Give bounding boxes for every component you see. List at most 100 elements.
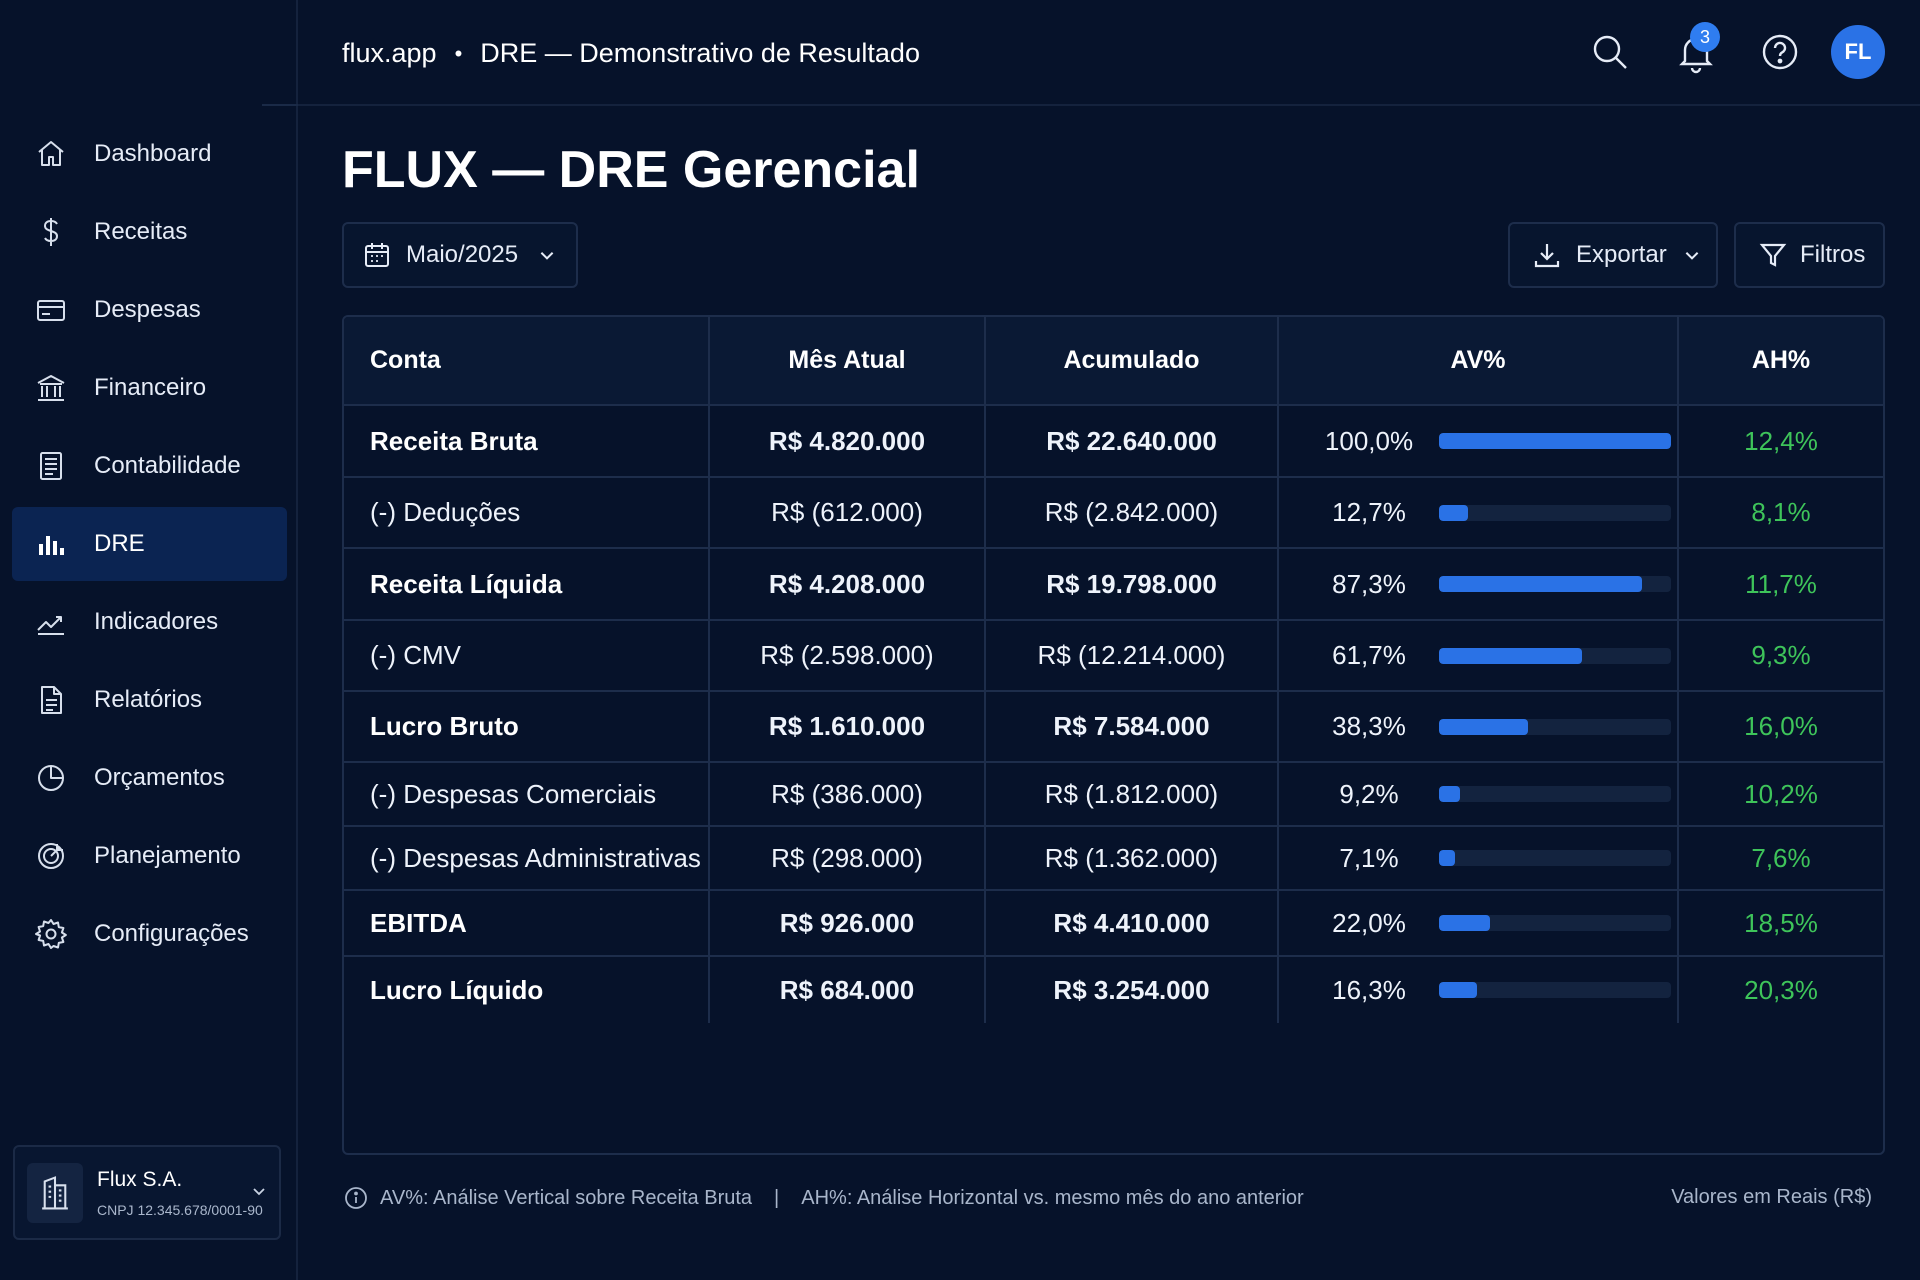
search-icon[interactable] <box>1588 30 1632 74</box>
cell-av: 38,3% <box>1279 692 1679 761</box>
topbar: flux.app • DRE — Demonstrativo de Result… <box>298 0 1920 106</box>
help-icon[interactable] <box>1758 30 1802 74</box>
ah-note: AH%: Análise Horizontal vs. mesmo mês do… <box>801 1186 1304 1209</box>
building-icon <box>27 1162 83 1223</box>
cell-mes-atual: R$ (386.000) <box>710 763 986 825</box>
cell-ah: 9,3% <box>1751 640 1811 670</box>
sidebar-item-label: Relatórios <box>94 686 203 713</box>
table-body: Receita Bruta R$ 4.820.000 R$ 22.640.000 10… <box>344 406 1883 1023</box>
cell-av: 61,7% <box>1279 621 1679 690</box>
document-icon <box>34 683 68 717</box>
download-icon <box>1532 240 1562 270</box>
cell-acumulado: R$ (1.362.000) <box>986 827 1279 889</box>
sidebar-item-contabilidade[interactable]: Contabilidade <box>12 429 287 503</box>
filters-label: Filtros <box>1800 241 1866 268</box>
chevron-down-icon <box>1683 246 1701 264</box>
filter-icon <box>1758 240 1788 270</box>
sidebar-item-planejamento[interactable]: Planejamento <box>12 819 287 893</box>
cell-acumulado: R$ 3.254.000 <box>986 957 1279 1023</box>
table-row[interactable]: (-) CMV R$ (2.598.000) R$ (12.214.000) 61,7… <box>344 621 1883 692</box>
company-switcher[interactable]: Flux S.A. CNPJ 12.345.678/0001-90 <box>13 1145 281 1240</box>
gear-icon <box>34 917 68 951</box>
cell-ah: 11,7% <box>1745 568 1817 599</box>
company-name: Flux S.A. <box>97 1167 183 1191</box>
sidebar-item-label: Orçamentos <box>94 764 225 791</box>
av-bar-fill <box>1439 786 1461 802</box>
table-row[interactable]: EBITDA R$ 926.000 R$ 4.410.000 22,0% 18,5% <box>344 891 1883 957</box>
table-row[interactable]: (-) Despesas Comerciais R$ (386.000) R$ (1… <box>344 763 1883 827</box>
sidebar-item-despesas[interactable]: Despesas <box>12 273 287 347</box>
cell-mes-atual: R$ (2.598.000) <box>710 621 986 690</box>
cell-acumulado: R$ 22.640.000 <box>986 406 1279 476</box>
filters-button[interactable]: Filtros <box>1734 222 1885 288</box>
av-bar-track <box>1439 504 1671 521</box>
cell-acumulado: R$ 4.410.000 <box>986 891 1279 955</box>
sidebar-item-indicadores[interactable]: Indicadores <box>12 585 287 659</box>
av-bar-fill <box>1439 504 1469 521</box>
chevron-down-icon <box>538 246 556 264</box>
table-row[interactable]: Receita Líquida R$ 4.208.000 R$ 19.798.000… <box>344 549 1883 621</box>
table-row[interactable]: Lucro Bruto R$ 1.610.000 R$ 7.584.000 38,3%… <box>344 692 1883 763</box>
cell-mes-atual: R$ 4.820.000 <box>710 406 986 476</box>
export-button[interactable]: Exportar <box>1508 222 1718 288</box>
av-bar-fill <box>1439 647 1583 664</box>
cell-conta: Lucro Bruto <box>344 692 710 761</box>
cell-av: 22,0% <box>1279 891 1679 955</box>
sidebar-item-orcamentos[interactable]: Orçamentos <box>12 741 287 815</box>
cell-acumulado: R$ (12.214.000) <box>986 621 1279 690</box>
user-avatar[interactable]: FL <box>1831 25 1885 79</box>
cell-conta: Receita Bruta <box>344 406 710 476</box>
table-header: Conta Mês Atual Acumulado AV% AH% <box>344 317 1883 406</box>
cell-ah: 8,1% <box>1751 497 1811 527</box>
av-value: 61,7% <box>1332 640 1406 670</box>
cell-av: 9,2% <box>1279 763 1679 825</box>
av-bar-track <box>1439 915 1671 931</box>
export-label: Exportar <box>1576 241 1667 268</box>
cell-av: 12,7% <box>1279 478 1679 547</box>
av-value: 9,2% <box>1339 778 1399 809</box>
av-bar-fill <box>1439 576 1642 592</box>
cell-acumulado: R$ (2.842.000) <box>986 478 1279 547</box>
cell-ah: 16,0% <box>1744 711 1818 741</box>
period-selector[interactable]: Maio/2025 <box>342 222 578 288</box>
cell-acumulado: R$ 7.584.000 <box>986 692 1279 761</box>
sidebar-item-relatorios[interactable]: Relatórios <box>12 663 287 737</box>
column-header-acumulado[interactable]: Acumulado <box>986 317 1279 404</box>
breadcrumb-page: DRE — Demonstrativo de Resultado <box>480 38 920 68</box>
sidebar-item-dashboard[interactable]: Dashboard <box>12 117 287 191</box>
dollar-icon <box>34 215 68 249</box>
table-row[interactable]: (-) Deduções R$ (612.000) R$ (2.842.000) 12… <box>344 478 1883 549</box>
av-bar-fill <box>1439 718 1528 735</box>
av-bar-track <box>1439 647 1671 664</box>
breadcrumb: flux.app • DRE — Demonstrativo de Result… <box>342 38 920 69</box>
cell-acumulado: R$ (1.812.000) <box>986 763 1279 825</box>
av-note: AV%: Análise Vertical sobre Receita Brut… <box>380 1186 753 1209</box>
sidebar-item-label: Contabilidade <box>94 452 241 479</box>
calendar-icon <box>362 240 392 270</box>
sidebar-item-receitas[interactable]: Receitas <box>12 195 287 269</box>
sidebar-item-configuracoes[interactable]: Configurações <box>12 897 287 971</box>
cell-conta: Lucro Líquido <box>344 957 710 1023</box>
av-value: 38,3% <box>1332 711 1406 741</box>
bank-icon <box>34 371 68 405</box>
sidebar-item-label: Indicadores <box>94 608 219 635</box>
column-header-ah[interactable]: AH% <box>1751 346 1811 374</box>
legend-separator: | <box>774 1186 780 1209</box>
column-header-conta[interactable]: Conta <box>344 317 710 404</box>
column-header-mes-atual[interactable]: Mês Atual <box>710 317 986 404</box>
table-row[interactable]: (-) Despesas Administrativas R$ (298.000)… <box>344 827 1883 891</box>
card-icon <box>34 293 68 327</box>
dre-table: Conta Mês Atual Acumulado AV% AH% Receit… <box>342 315 1885 1155</box>
cell-ah: 10,2% <box>1744 778 1818 809</box>
sidebar-item-dre[interactable]: DRE <box>12 507 287 581</box>
av-bar-track <box>1439 982 1671 998</box>
breadcrumb-app[interactable]: flux.app <box>342 38 437 68</box>
column-header-av[interactable]: AV% <box>1279 317 1679 404</box>
table-row[interactable]: Receita Bruta R$ 4.820.000 R$ 22.640.000 10… <box>344 406 1883 478</box>
cell-ah: 7,6% <box>1751 842 1811 873</box>
cell-av: 100,0% <box>1279 406 1679 476</box>
ledger-icon <box>34 449 68 483</box>
av-value: 22,0% <box>1332 907 1406 938</box>
table-row[interactable]: Lucro Líquido R$ 684.000 R$ 3.254.000 16,3%… <box>344 957 1883 1023</box>
sidebar-item-financeiro[interactable]: Financeiro <box>12 351 287 425</box>
